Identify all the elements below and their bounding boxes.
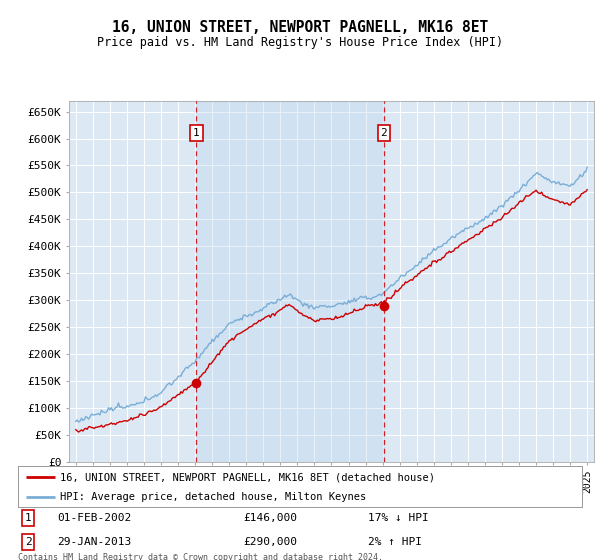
Text: 16, UNION STREET, NEWPORT PAGNELL, MK16 8ET: 16, UNION STREET, NEWPORT PAGNELL, MK16 … [112,20,488,35]
Text: £290,000: £290,000 [244,537,298,547]
Text: 2% ↑ HPI: 2% ↑ HPI [368,537,422,547]
Text: Contains HM Land Registry data © Crown copyright and database right 2024.
This d: Contains HM Land Registry data © Crown c… [18,553,383,560]
Text: 16, UNION STREET, NEWPORT PAGNELL, MK16 8ET (detached house): 16, UNION STREET, NEWPORT PAGNELL, MK16 … [60,473,436,482]
Bar [196,101,384,462]
Text: 1: 1 [193,128,200,138]
Text: 2: 2 [25,537,32,547]
Text: 1: 1 [25,513,32,523]
Text: 17% ↓ HPI: 17% ↓ HPI [368,513,428,523]
Text: 01-FEB-2002: 01-FEB-2002 [58,513,132,523]
Text: Price paid vs. HM Land Registry's House Price Index (HPI): Price paid vs. HM Land Registry's House … [97,36,503,49]
Text: 29-JAN-2013: 29-JAN-2013 [58,537,132,547]
Text: 2: 2 [380,128,388,138]
Text: HPI: Average price, detached house, Milton Keynes: HPI: Average price, detached house, Milt… [60,492,367,502]
Text: £146,000: £146,000 [244,513,298,523]
